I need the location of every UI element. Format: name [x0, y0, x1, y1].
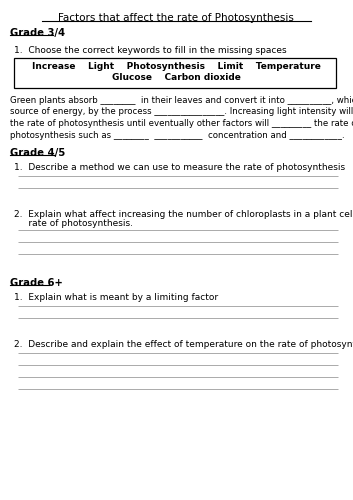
Text: 1.  Choose the correct keywords to fill in the missing spaces: 1. Choose the correct keywords to fill i…: [14, 46, 287, 55]
Text: 2.  Explain what affect increasing the number of chloroplasts in a plant cell ha: 2. Explain what affect increasing the nu…: [14, 210, 353, 219]
Text: Green plants absorb ________  in their leaves and convert it into __________, wh: Green plants absorb ________ in their le…: [10, 96, 353, 105]
Text: Glucose    Carbon dioxide: Glucose Carbon dioxide: [112, 73, 240, 82]
Text: the rate of photosynthesis until eventually other factors will _________ the rat: the rate of photosynthesis until eventua…: [10, 119, 353, 128]
Text: Factors that affect the rate of Photosynthesis: Factors that affect the rate of Photosyn…: [58, 13, 294, 23]
Text: Grade 6+: Grade 6+: [10, 278, 63, 288]
Text: 2.  Describe and explain the effect of temperature on the rate of photosynthesis: 2. Describe and explain the effect of te…: [14, 340, 353, 349]
Text: 1.  Describe a method we can use to measure the rate of photosynthesis: 1. Describe a method we can use to measu…: [14, 163, 345, 172]
Text: Increase    Light    Photosynthesis    Limit    Temperature: Increase Light Photosynthesis Limit Temp…: [31, 62, 321, 71]
Text: Grade 3/4: Grade 3/4: [10, 28, 65, 38]
Text: rate of photosynthesis.: rate of photosynthesis.: [14, 219, 133, 228]
Text: source of energy, by the process ________________. Increasing light intensity wi: source of energy, by the process _______…: [10, 108, 353, 116]
Text: photosynthesis such as ________  ___________  concentration and ____________.: photosynthesis such as ________ ________…: [10, 130, 345, 140]
Text: Grade 4/5: Grade 4/5: [10, 148, 65, 158]
FancyBboxPatch shape: [14, 58, 336, 88]
Text: 1.  Explain what is meant by a limiting factor: 1. Explain what is meant by a limiting f…: [14, 293, 218, 302]
